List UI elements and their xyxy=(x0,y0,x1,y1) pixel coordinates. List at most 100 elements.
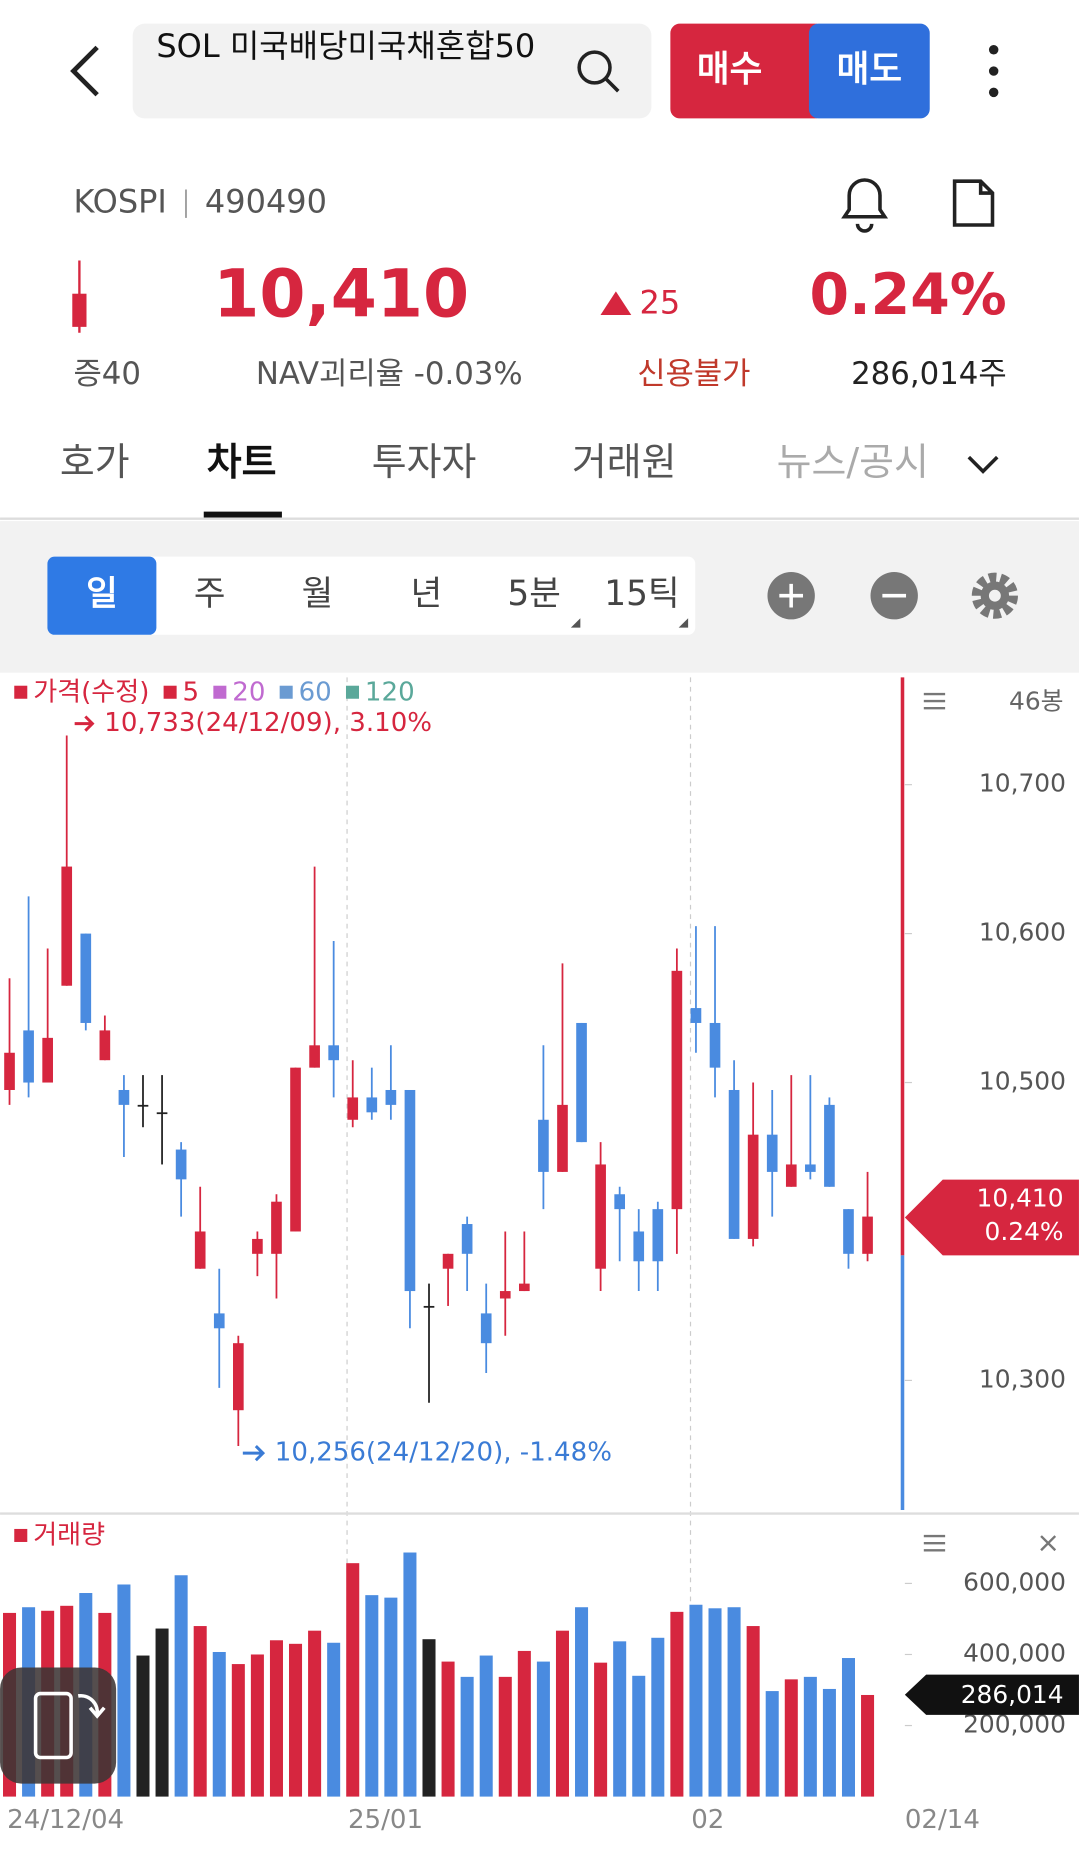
buy-label: 매수 xyxy=(697,49,762,90)
y-tick-label: 400,000 xyxy=(963,1638,1066,1667)
volume-bar xyxy=(384,1597,398,1797)
legend-label: 60 xyxy=(299,677,332,707)
candle-body xyxy=(233,1343,244,1411)
candle-count: 46봉 xyxy=(1009,686,1064,715)
candle-body xyxy=(23,1030,34,1083)
legend-label: 가격(수정) xyxy=(33,677,149,707)
volume-bar xyxy=(575,1607,589,1797)
volume-bar xyxy=(346,1563,360,1797)
dropdown-mark xyxy=(570,618,581,628)
period[interactable]: 15틱 xyxy=(604,574,679,614)
legend-swatch xyxy=(345,685,360,699)
period-selector xyxy=(47,556,696,635)
candle-body xyxy=(785,1164,797,1187)
rotate-button[interactable] xyxy=(0,1667,117,1784)
candle-body xyxy=(99,1030,111,1061)
period[interactable]: 주 xyxy=(194,574,226,614)
volume-bar xyxy=(365,1595,379,1797)
candle-body xyxy=(213,1313,225,1329)
candle-body xyxy=(366,1097,378,1113)
sell-label: 매도 xyxy=(837,49,902,90)
candle-body xyxy=(576,1022,587,1143)
candle-body xyxy=(4,1052,15,1090)
zoom-in[interactable] xyxy=(767,572,815,620)
menu-icon[interactable] xyxy=(923,1534,946,1552)
volume-bar xyxy=(403,1552,417,1797)
memo-icon[interactable] xyxy=(952,179,995,227)
candle-body xyxy=(61,866,73,986)
volume-bar xyxy=(861,1694,875,1797)
candle-body xyxy=(385,1089,397,1105)
sell-button[interactable] xyxy=(808,23,930,119)
period[interactable]: 년 xyxy=(411,574,443,614)
nav-gap: NAV괴리율 -0.03% xyxy=(256,356,523,392)
credit: 신용불가 xyxy=(637,356,750,392)
candle-body xyxy=(671,970,683,1210)
settings[interactable] xyxy=(971,572,1018,619)
volume-bar xyxy=(765,1691,779,1797)
period[interactable]: 일 xyxy=(86,574,118,614)
candle-body xyxy=(805,1164,816,1172)
zoom-out[interactable] xyxy=(870,572,918,620)
last-date: 02/14 xyxy=(905,1805,980,1835)
candle-body xyxy=(766,1134,778,1172)
volume-bar xyxy=(422,1639,436,1797)
y-tick-label: 10,700 xyxy=(979,769,1066,798)
candle-body xyxy=(824,1104,835,1187)
back-button[interactable] xyxy=(70,45,99,97)
volume-bar xyxy=(803,1676,817,1797)
candle-body xyxy=(442,1253,454,1269)
current-volume: 286,014 xyxy=(961,1680,1064,1709)
close-icon[interactable] xyxy=(1040,1535,1057,1552)
volume-bar xyxy=(117,1584,131,1797)
tab-active[interactable]: 차트 xyxy=(207,440,277,484)
volume-bar xyxy=(155,1628,169,1797)
tab[interactable]: 뉴스/공시 xyxy=(777,440,929,484)
candle-body xyxy=(404,1089,416,1292)
y-tick-label: 10,300 xyxy=(979,1364,1066,1393)
volume-bar xyxy=(193,1626,207,1797)
y-tick-label: 10,600 xyxy=(979,918,1066,947)
candle-body xyxy=(480,1313,492,1344)
menu-icon[interactable] xyxy=(923,692,946,710)
candle-body xyxy=(423,1305,435,1308)
period[interactable]: 5분 xyxy=(507,574,560,614)
volume-bar xyxy=(689,1604,703,1797)
x-tick-label: 25/01 xyxy=(348,1805,423,1835)
tab[interactable]: 투자자 xyxy=(372,440,477,484)
candle-body xyxy=(118,1089,130,1105)
candle-body xyxy=(137,1104,149,1107)
buy-button[interactable] xyxy=(670,23,825,119)
search-icon[interactable] xyxy=(577,50,620,93)
candle-body xyxy=(252,1238,263,1254)
alert-icon[interactable] xyxy=(841,178,889,233)
volume-bar xyxy=(784,1679,798,1797)
y-tick-label: 10,500 xyxy=(979,1067,1066,1096)
margin: 증40 xyxy=(73,356,141,392)
candle-body xyxy=(80,933,92,1023)
code: 490490 xyxy=(205,183,327,221)
legend-swatch xyxy=(163,685,177,699)
period[interactable]: 월 xyxy=(302,574,334,614)
max-label: 10,733(24/12/09), 3.10% xyxy=(104,708,432,738)
tab[interactable]: 호가 xyxy=(60,440,130,484)
volume-bar xyxy=(517,1650,531,1797)
volume-bar xyxy=(613,1641,627,1797)
volume-bar xyxy=(651,1637,665,1797)
volume-bar xyxy=(841,1658,856,1797)
candle-body xyxy=(194,1231,206,1269)
more-button[interactable] xyxy=(988,45,999,98)
search-box[interactable] xyxy=(132,23,652,119)
volume-bar xyxy=(822,1688,836,1797)
candle-body xyxy=(747,1134,759,1239)
candle-body xyxy=(499,1291,511,1299)
volume: 286,014주 xyxy=(851,356,1007,392)
tab-more[interactable] xyxy=(967,455,999,474)
volume-bar xyxy=(250,1654,264,1797)
tab[interactable]: 거래원 xyxy=(572,440,677,484)
volume-bar xyxy=(555,1630,569,1797)
candle-body xyxy=(557,1104,568,1172)
